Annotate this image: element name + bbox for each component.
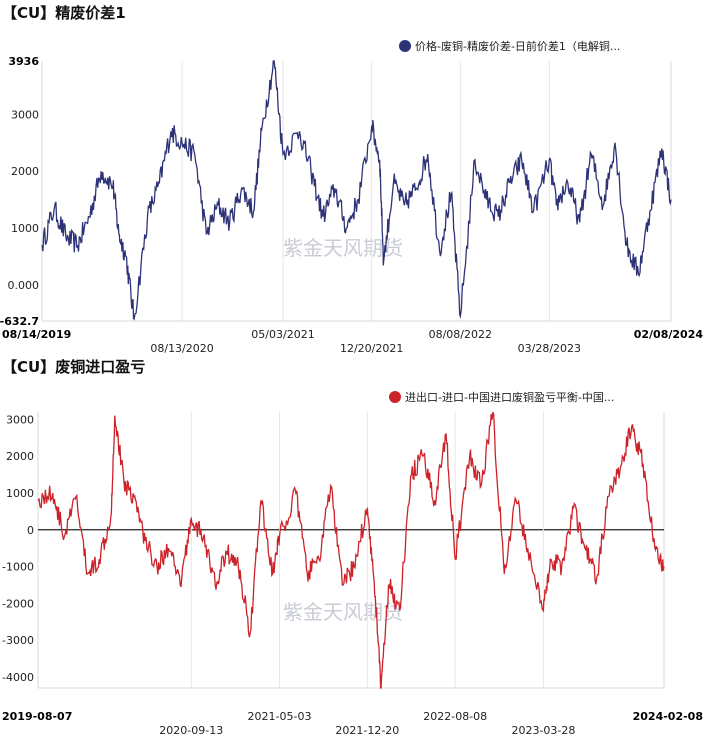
watermark: 紫金天风期货 [283,600,403,624]
y-tick-label: -3000 [2,634,34,647]
legend-label: 价格-废铜-精废价差-日前价差1（电解铜... [415,39,620,53]
y-tick-label: -632.7 [0,315,39,328]
x-tick-label: 08/13/2020 [150,342,213,355]
y-tick-label: 0 [27,524,34,537]
legend-marker [389,391,401,403]
y-tick-label: -1000 [2,561,34,574]
y-tick-label: 1000 [11,222,39,235]
y-tick-label: 0.000 [8,279,40,292]
chart2-title: 【CU】废铜进口盈亏 [2,358,146,376]
chart1-title: 【CU】精废价差1 [2,4,126,22]
y-tick-label: 3000 [6,413,34,426]
legend-label: 进出口-进口-中国进口废铜盈亏平衡-中国... [405,390,614,404]
legend-marker [399,40,411,52]
y-tick-label: -4000 [2,671,34,684]
x-tick-label: 12/20/2021 [340,342,403,355]
x-tick-label: 2022-08-08 [423,710,487,723]
x-tick-label: 2020-09-13 [159,724,223,737]
x-tick-label: 05/03/2021 [251,328,314,341]
x-tick-label: 2023-03-28 [511,724,575,737]
chart2: 进出口-进口-中国进口废铜盈亏平衡-中国... 紫金天风期货 3000 2000 1… [2,390,703,737]
x-tick-label: 08/08/2022 [429,328,492,341]
x-tick-label: 2021-12-20 [335,724,399,737]
y-tick-label: 2000 [6,450,34,463]
x-tick-label: 08/14/2019 [2,328,71,341]
y-tick-label: 3000 [11,108,39,121]
x-tick-label: 02/08/2024 [634,328,704,341]
y-tick-label: 1000 [6,487,34,500]
series-line [37,411,665,689]
chart1: 价格-废铜-精废价差-日前价差1（电解铜... 紫金天风期货 393630002… [0,39,704,355]
x-tick-label: 2024-02-08 [633,710,703,723]
x-tick-label: 2021-05-03 [248,710,312,723]
x-tick-label: 03/28/2023 [518,342,581,355]
y-tick-label: 3936 [8,55,39,68]
series-line [41,60,672,321]
x-tick-label: 2019-08-07 [2,710,72,723]
y-tick-label: -2000 [2,597,34,610]
y-tick-label: 2000 [11,165,39,178]
